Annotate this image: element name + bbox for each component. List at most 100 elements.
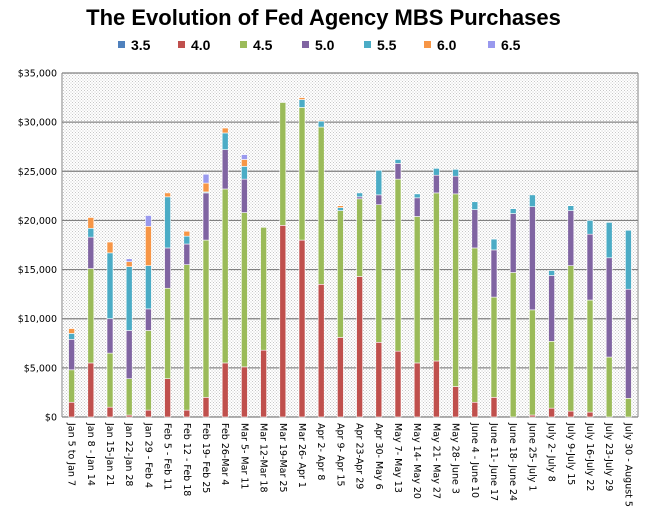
x-tick-label: Feb 5 - Feb 11 — [162, 423, 173, 490]
bar-segment-4-5 — [356, 198, 363, 277]
bar-segment-6-0 — [221, 127, 229, 134]
x-tick-label: June 11- June 17 — [488, 422, 499, 501]
legend-label: 5.5 — [377, 37, 397, 53]
bar-segment-5-0 — [490, 249, 498, 298]
bar-segment-4-5 — [164, 287, 171, 379]
bar-segment-4-5 — [586, 299, 594, 413]
bar-segment-5-5 — [529, 194, 536, 207]
x-tick-label: Feb 26-Mar 4 — [219, 423, 230, 485]
legend-swatch-6-0 — [424, 41, 431, 48]
x-tick-label: July 23-July 29 — [603, 422, 614, 491]
bar-segment-4-0 — [260, 349, 267, 418]
legend-swatch-5-5 — [364, 41, 371, 48]
bar-segment-5-5 — [586, 220, 594, 235]
y-tick-label: $15,000 — [18, 265, 57, 276]
x-tick-label: July 16-July 22 — [584, 422, 595, 491]
bar-segment-5-5 — [433, 168, 440, 176]
x-tick-label: Apr 30- May 6 — [373, 423, 384, 490]
bar-segment-4-5 — [337, 210, 344, 338]
bar-segment-4-5 — [145, 330, 152, 411]
bar-segment-5-5 — [356, 192, 363, 198]
x-tick-label: May 7- May 13 — [392, 423, 403, 493]
bar-segment-6-0 — [337, 205, 344, 208]
bar-segment-4-0 — [164, 378, 171, 418]
legend-swatch-6-5 — [488, 41, 495, 48]
bar-segment-5-5 — [221, 132, 229, 150]
bar-segment-4-5 — [375, 204, 383, 343]
bar-segment-4-5 — [183, 264, 191, 411]
legend-swatch-4-5 — [240, 41, 247, 48]
bar-segment-5-5 — [625, 229, 632, 290]
bar-segment-4-5 — [567, 265, 575, 412]
legend-label: 6.5 — [501, 37, 521, 53]
bar-segment-5-0 — [145, 308, 152, 331]
bar-segment-4-5 — [125, 378, 133, 416]
y-tick-label: $30,000 — [18, 118, 57, 129]
bar-segment-4-0 — [452, 386, 459, 418]
bar-segment-6-0 — [145, 226, 152, 266]
x-tick-label: Apr 2- Apr 8 — [315, 423, 326, 480]
legend-label: 5.0 — [315, 37, 335, 53]
x-tick-label: Feb 12 - Feb 18 — [181, 423, 192, 496]
bar-segment-5-0 — [241, 178, 248, 213]
legend-swatch-5-0 — [302, 41, 309, 48]
bar-segment-5-0 — [68, 339, 75, 371]
bar-segment-4-5 — [433, 192, 440, 362]
bar-segment-5-5 — [337, 207, 344, 211]
x-tick-label: Jan 22-Jan 28 — [123, 422, 134, 486]
bar-segment-4-5 — [317, 126, 325, 285]
x-tick-label: Mar 12-Mar 18 — [258, 423, 269, 493]
bar-segment-4-0 — [317, 284, 325, 418]
bar-segment-6-0 — [87, 217, 95, 229]
bar-segment-4-5 — [106, 352, 114, 408]
y-tick-label: $0 — [45, 413, 57, 424]
bar-segment-5-0 — [586, 233, 594, 301]
bar-segment-4-5 — [529, 309, 536, 416]
x-tick-label: Jan 29 - Feb 4 — [142, 422, 153, 488]
bar-segment-4-5 — [605, 356, 613, 418]
bar-segment-5-5 — [125, 266, 133, 331]
bar-segment-5-5 — [106, 252, 114, 320]
x-tick-label: May 21- May 27 — [430, 423, 441, 499]
bar-segment-5-5 — [452, 169, 459, 177]
bar-segment-4-0 — [68, 401, 75, 418]
x-tick-label: Jan 8 - Jan 14 — [85, 422, 96, 486]
bar-segment-5-5 — [375, 170, 383, 196]
x-tick-label: Apr 23-Apr 29 — [354, 423, 365, 489]
bar-segment-4-0 — [183, 409, 191, 418]
bar-segment-4-5 — [260, 227, 267, 351]
bar-segment-5-5 — [490, 238, 498, 251]
x-tick-label: Apr 9- Apr 15 — [334, 423, 345, 487]
bar-segment-4-5 — [509, 272, 517, 418]
bar-segment-5-0 — [87, 236, 95, 269]
bar-segment-4-5 — [298, 107, 306, 241]
bar-segment-6-0 — [68, 328, 75, 334]
bar-segment-5-0 — [605, 257, 613, 358]
legend-swatch-3-5 — [118, 41, 125, 48]
bar-segment-4-5 — [471, 247, 479, 403]
bar-segment-5-0 — [625, 288, 632, 399]
bar-segment-6-5 — [202, 173, 210, 184]
bar-segment-4-5 — [241, 212, 248, 368]
bar-segment-6-0 — [106, 241, 114, 254]
bar-segment-4-0 — [87, 362, 95, 418]
y-tick-label: $20,000 — [18, 216, 57, 227]
bar-segment-5-5 — [548, 270, 555, 276]
bar-segment-5-0 — [567, 210, 575, 266]
x-tick-label: Mar 26- Apr 1 — [296, 423, 307, 488]
bar-segment-4-5 — [394, 178, 402, 352]
bar-segment-5-5 — [509, 208, 517, 214]
bar-segment-4-5 — [548, 341, 555, 409]
bar-segment-4-0 — [471, 401, 479, 418]
bar-segment-6-5 — [125, 258, 133, 263]
bar-segment-6-0 — [164, 192, 171, 198]
bar-segment-4-0 — [413, 362, 421, 418]
bar-segment-5-0 — [221, 149, 229, 190]
bar-segment-6-0 — [202, 182, 210, 193]
x-tick-label: June 25- July 1 — [526, 422, 537, 491]
bar-segment-5-0 — [509, 213, 517, 273]
bar-segment-4-5 — [490, 296, 498, 398]
bar-segment-4-5 — [221, 188, 229, 364]
y-tick-label: $25,000 — [18, 167, 57, 178]
